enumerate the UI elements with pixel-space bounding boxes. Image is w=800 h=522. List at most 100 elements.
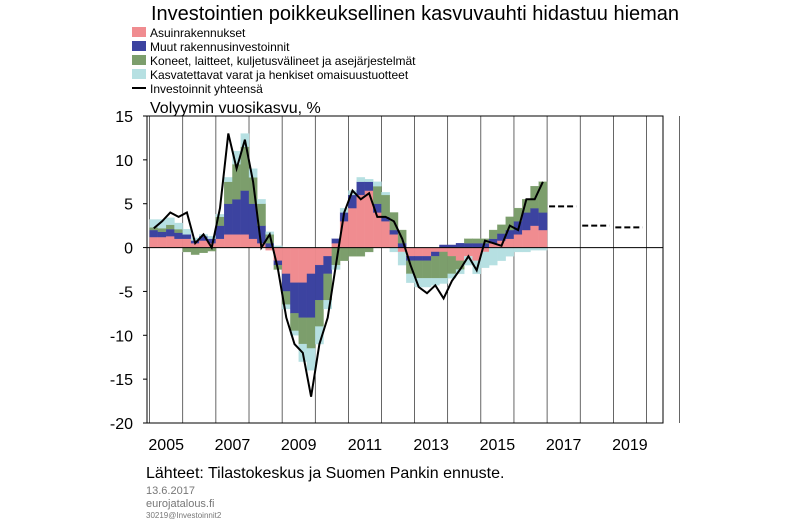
bar-segment (339, 247, 349, 261)
bar-segment (174, 222, 183, 230)
bar-segment (190, 247, 200, 255)
bar-segment (373, 181, 382, 187)
bar-segment (381, 194, 390, 218)
bar-segment (389, 247, 399, 253)
bar-segment (364, 181, 374, 191)
bar-segment (455, 247, 465, 261)
bar-segment (530, 207, 539, 226)
bar-segment (298, 247, 308, 283)
bar-segment (522, 229, 531, 248)
bar-segment (215, 214, 225, 218)
bar-segment (149, 236, 159, 248)
x-tick-label: 2009 (281, 437, 317, 454)
plot-frame (146, 115, 664, 424)
bar-segment (381, 192, 390, 196)
y-tick-label: -15 (110, 372, 133, 389)
legend-swatch (132, 55, 146, 65)
bar-segment (182, 234, 192, 239)
bar-segment (348, 207, 357, 248)
bar-segment (356, 177, 366, 182)
bar-segment (174, 238, 183, 248)
y-tick-label: -10 (110, 328, 133, 345)
bar-segment (182, 238, 192, 248)
x-tick-label: 2011 (348, 437, 383, 454)
bar-segment (306, 317, 316, 349)
bar-segment (472, 238, 481, 244)
y-tick-label: 0 (124, 241, 133, 258)
bar-segment (497, 224, 506, 234)
bar-segment (166, 224, 175, 230)
bar-segment (224, 181, 233, 204)
source: Lähteet: Tilastokeskus ja Suomen Pankin … (146, 465, 504, 482)
bar-segment (298, 317, 308, 345)
bar-segment (248, 238, 258, 248)
bar-segment (281, 273, 291, 292)
bar-segment (455, 243, 465, 248)
bar-segment (447, 256, 457, 275)
x-tick-label: 2005 (148, 437, 184, 454)
bar-segment (364, 247, 374, 253)
bar-segment (306, 273, 316, 318)
bar-segment (414, 260, 424, 279)
bar-segment (306, 348, 316, 371)
bar-segment (488, 229, 498, 239)
legend-label: Muut rakennusinvestoinnit (150, 40, 290, 54)
bar-segment (431, 251, 440, 257)
bar-segment (431, 256, 440, 279)
legend-label: Koneet, laitteet, kuljetusvälineet ja as… (150, 54, 416, 68)
bar-segment (199, 247, 208, 253)
bar-segment (530, 225, 539, 248)
bar-segment (356, 247, 366, 257)
bar-segment (157, 231, 167, 238)
bar-segment (513, 247, 523, 253)
x-tick-label: 2017 (546, 437, 582, 454)
y-tick-label: -20 (110, 416, 133, 433)
y-tick-label: -5 (119, 284, 133, 301)
bar-segment (315, 264, 324, 301)
bar-segment (215, 238, 225, 248)
bar-segment (422, 278, 432, 288)
x-tick-label: 2013 (413, 437, 449, 454)
bar-segment (472, 243, 481, 248)
bar-segment (389, 234, 399, 248)
date: 13.6.2017 (146, 485, 195, 497)
bar-segment (373, 186, 382, 204)
bar-segment (306, 247, 316, 275)
bar-segment (464, 238, 473, 244)
bar-segment (240, 234, 250, 248)
legend-swatch (132, 69, 146, 79)
bar-segment (414, 247, 424, 257)
bar-segment (240, 190, 250, 235)
bar-segment (182, 247, 192, 253)
legend-swatch (132, 27, 146, 37)
bar-segment (290, 313, 299, 332)
legend-label: Kasvatettavat varat ja henkiset omaisuus… (150, 68, 409, 82)
bar-segment (224, 234, 233, 248)
y-axis-label: Volyymin vuosikasvu, % (150, 100, 321, 117)
bar-segment (323, 300, 332, 310)
x-tick-label: 2007 (215, 437, 251, 454)
bar-segment (224, 177, 233, 182)
bar-segment (323, 256, 332, 275)
y-tick-label: 15 (115, 109, 133, 126)
bar-segment (257, 199, 266, 204)
bar-segment (348, 247, 357, 257)
bar-segment (464, 243, 473, 248)
bar-segment (232, 199, 241, 235)
bar-segment (290, 282, 299, 314)
chart-title: Investointien poikkeuksellinen kasvuvauh… (151, 3, 679, 25)
bar-segment (281, 247, 291, 275)
bar-segment (215, 225, 225, 239)
bar-segment (174, 229, 183, 233)
bar-segment (174, 232, 183, 239)
bar-segment (397, 251, 407, 266)
bar-segment (422, 256, 432, 261)
bar-segment (439, 251, 448, 279)
bar-segment (522, 212, 531, 231)
bar-segment (513, 234, 523, 248)
bar-segment (298, 282, 308, 318)
code: 30219@Investoinnit2 (146, 511, 222, 520)
bar-segment (157, 228, 167, 232)
bar-segment (538, 181, 548, 213)
